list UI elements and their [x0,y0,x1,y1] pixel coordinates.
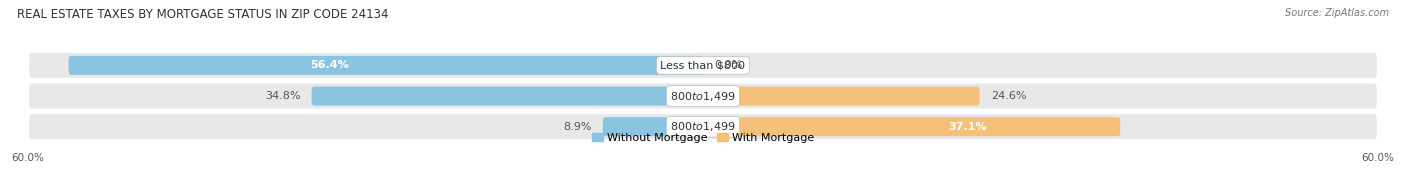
Text: REAL ESTATE TAXES BY MORTGAGE STATUS IN ZIP CODE 24134: REAL ESTATE TAXES BY MORTGAGE STATUS IN … [17,8,388,21]
Text: 24.6%: 24.6% [991,91,1026,101]
FancyBboxPatch shape [703,87,980,105]
FancyBboxPatch shape [28,83,1378,110]
Legend: Without Mortgage, With Mortgage: Without Mortgage, With Mortgage [588,128,818,147]
FancyBboxPatch shape [603,117,703,136]
Text: Source: ZipAtlas.com: Source: ZipAtlas.com [1285,8,1389,18]
Text: 8.9%: 8.9% [564,122,592,132]
FancyBboxPatch shape [28,52,1378,79]
FancyBboxPatch shape [28,113,1378,140]
Text: 0.0%: 0.0% [714,60,742,70]
Text: $800 to $1,499: $800 to $1,499 [671,90,735,103]
Text: 37.1%: 37.1% [949,122,987,132]
FancyBboxPatch shape [703,117,1121,136]
Text: Less than $800: Less than $800 [661,60,745,70]
FancyBboxPatch shape [312,87,703,105]
Text: 34.8%: 34.8% [264,91,301,101]
Text: $800 to $1,499: $800 to $1,499 [671,120,735,133]
FancyBboxPatch shape [69,56,703,75]
Text: 56.4%: 56.4% [311,60,349,70]
